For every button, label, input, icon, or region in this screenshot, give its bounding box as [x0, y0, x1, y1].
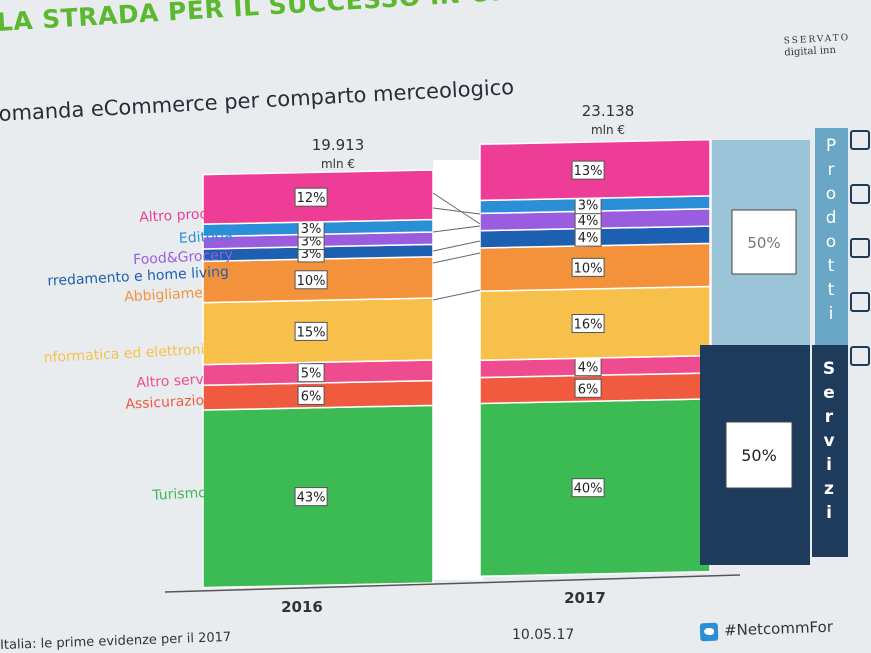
legend-label-food-grocery: Food&Grocery	[133, 247, 233, 268]
legend-label-informatica-ed-elettronica: nformatica ed elettronica	[43, 341, 221, 366]
data-label: 3%	[301, 247, 322, 262]
legend-label-editoria: Editoria	[179, 228, 234, 247]
group-letter-servizi: e	[823, 383, 835, 403]
x-tick-label: 2016	[281, 598, 323, 616]
group-letter-servizi: r	[825, 407, 834, 427]
data-label: 6%	[578, 382, 599, 397]
group-letter-prodotti: t	[828, 256, 835, 276]
group-letter-servizi: i	[826, 455, 832, 475]
group-letter-servizi: z	[824, 479, 834, 499]
group-tab-prodotti	[815, 128, 848, 348]
group-tab-servizi	[812, 345, 848, 557]
twitter-icon	[699, 622, 719, 641]
group-letter-prodotti: o	[826, 184, 836, 204]
data-label: 3%	[578, 199, 599, 214]
bar-total-value: 23.138	[582, 102, 635, 120]
data-label-box	[294, 270, 328, 290]
data-label-box	[294, 321, 328, 341]
legend-label-assicurazioni: Assicurazioni	[125, 392, 217, 413]
data-label: 4%	[578, 231, 599, 246]
group-letter-prodotti: t	[828, 280, 835, 300]
x-tick-label: 2017	[564, 589, 606, 607]
gap-column	[433, 160, 483, 580]
data-label-box	[574, 378, 602, 398]
data-label: 16%	[574, 318, 603, 333]
bar-total-unit: mln €	[321, 157, 355, 171]
share-label-prodotti: 50%	[747, 234, 780, 252]
data-label-box	[297, 385, 325, 405]
data-label: 4%	[578, 214, 599, 229]
data-label: 40%	[574, 482, 603, 497]
data-label-box	[297, 363, 325, 383]
connector-line	[432, 225, 481, 233]
data-label: 10%	[297, 274, 326, 289]
group-letter-prodotti: d	[826, 208, 837, 228]
share-label-servizi: 50%	[741, 446, 777, 465]
data-label: 15%	[297, 325, 326, 340]
group-letter-servizi: i	[826, 503, 832, 523]
share-box-servizi	[725, 421, 793, 489]
data-label: 43%	[297, 491, 326, 506]
data-label: 6%	[301, 389, 322, 404]
connector-line	[432, 207, 481, 215]
data-label: 10%	[574, 261, 603, 276]
x-axis-line	[164, 574, 741, 593]
data-label-box	[571, 160, 605, 180]
data-label: 13%	[574, 164, 603, 179]
connector-line	[432, 252, 481, 264]
data-label: 3%	[301, 222, 322, 237]
legend-label-turismo: Turismo	[151, 485, 207, 504]
data-label: 4%	[578, 361, 599, 376]
data-label-box	[571, 478, 605, 498]
data-label-box	[294, 187, 328, 207]
legend-label-altro-prodotti: Altro prodotti	[139, 205, 232, 226]
legend-label-abbigliamento: Abbigliamento	[124, 284, 226, 305]
device-icon	[850, 184, 870, 204]
legend-label-altro-servizi: Altro servizi	[136, 371, 219, 391]
group-letter-servizi: v	[823, 431, 834, 451]
data-label-box	[294, 487, 328, 507]
connector-line	[432, 240, 481, 252]
data-label-box	[571, 257, 605, 277]
group-letter-prodotti: P	[826, 136, 836, 156]
share-box-prodotti	[731, 209, 797, 275]
group-letter-servizi: S	[823, 359, 835, 379]
side-icons	[850, 130, 871, 550]
service-icon	[850, 238, 870, 258]
data-label: 12%	[297, 191, 326, 206]
group-letter-prodotti: o	[826, 232, 836, 252]
bar-total-value: 19.913	[312, 136, 365, 154]
data-label: 5%	[301, 367, 322, 382]
tablet-icon	[850, 130, 870, 150]
connector-line	[432, 192, 481, 225]
data-label-box	[571, 314, 605, 334]
group-letter-prodotti: i	[829, 304, 834, 324]
footer-date: 10.05.17	[512, 627, 575, 643]
hashtag-text: #NetcommFor	[723, 617, 834, 640]
connector-line	[432, 289, 481, 301]
data-label: 3%	[301, 235, 322, 250]
bar-total-unit: mln €	[591, 123, 625, 137]
travel-icon	[850, 292, 870, 312]
card-icon	[850, 346, 870, 366]
group-letter-prodotti: r	[828, 160, 835, 180]
